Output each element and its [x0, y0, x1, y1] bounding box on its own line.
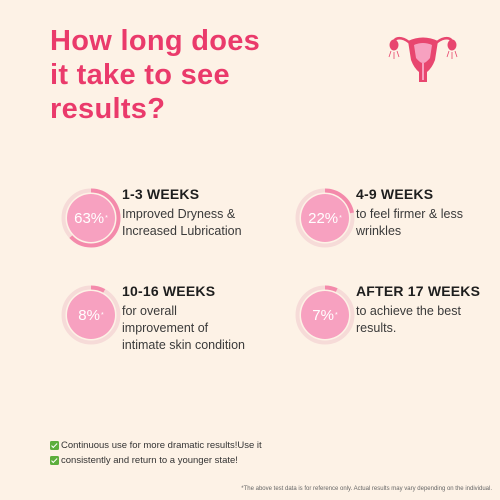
stat-card: 8% * 10-16 WEEKS for overall improvement …	[60, 283, 270, 364]
stat-text: 1-3 WEEKS Improved Dryness & Increased L…	[122, 185, 282, 240]
stat-card: 63% * 1-3 WEEKS Improved Dryness & Increa…	[60, 186, 270, 267]
stat-heading: 1-3 WEEKS	[122, 186, 200, 202]
description-line: results.	[356, 321, 397, 335]
progress-arc	[295, 188, 355, 248]
usage-notes: Continuous use for more dramatic results…	[50, 438, 262, 468]
progress-ring	[295, 188, 355, 248]
note-text: consistently and return to a younger sta…	[61, 455, 238, 466]
page-title: How long does it take to see results?	[50, 24, 350, 126]
percent-value: 7%	[312, 306, 334, 324]
percent-label: 7% *	[294, 284, 356, 346]
note-text: Continuous use for more dramatic results…	[61, 440, 262, 451]
stat-description: to feel firmer & less wrinkles	[356, 206, 500, 240]
disclaimer-footnote: *The above test data is for reference on…	[241, 486, 492, 492]
percent-value: 8%	[78, 306, 100, 324]
asterisk-marker: *	[334, 311, 338, 319]
percent-value: 63%	[74, 209, 105, 227]
stat-text: 4-9 WEEKS to feel firmer & less wrinkles	[356, 185, 500, 240]
uterus-icon	[388, 36, 458, 82]
description-line: to feel firmer & less	[356, 207, 463, 221]
title-line: results?	[50, 93, 166, 125]
asterisk-marker: *	[339, 214, 342, 222]
percent-label: 8% *	[60, 284, 122, 346]
stat-heading: AFTER 17 WEEKS	[356, 283, 481, 299]
description-line: Improved Dryness &	[122, 207, 236, 221]
percent-label: 22% *	[294, 187, 356, 249]
percent-label: 63% *	[60, 187, 122, 249]
progress-arc	[61, 188, 121, 248]
stat-card: 22% * 4-9 WEEKS to feel firmer & less wri…	[294, 185, 500, 267]
progress-arc	[295, 285, 355, 345]
stat-card: 7% * AFTER 17 WEEKS to achieve the best r…	[294, 282, 500, 364]
title-line: it take to see	[50, 59, 230, 91]
title-line: How long does	[50, 25, 261, 57]
stat-text: AFTER 17 WEEKS to achieve the best resul…	[356, 282, 500, 337]
stat-heading: 10-16 WEEKS	[122, 283, 216, 299]
progress-ring	[61, 188, 121, 248]
asterisk-marker: *	[100, 311, 104, 319]
stat-text: 10-16 WEEKS for overall improvement of i…	[122, 282, 282, 354]
stat-description: to achieve the best results.	[356, 303, 500, 337]
stat-heading: 4-9 WEEKS	[356, 186, 434, 202]
progress-ring	[61, 285, 121, 345]
progress-arc	[61, 285, 121, 345]
percent-value: 22%	[308, 209, 339, 227]
description-line: improvement of	[122, 321, 209, 335]
description-line: wrinkles	[356, 224, 402, 238]
stat-description: for overall improvement of intimate skin…	[122, 303, 282, 354]
note-line: Continuous use for more dramatic results…	[50, 438, 262, 453]
progress-ring	[295, 285, 355, 345]
checkmark-icon	[50, 441, 59, 450]
description-line: for overall	[122, 304, 177, 318]
description-line: Increased Lubrication	[122, 224, 242, 238]
checkmark-icon	[50, 456, 59, 465]
note-line: consistently and return to a younger sta…	[50, 453, 262, 468]
description-line: intimate skin condition	[122, 338, 245, 352]
stat-description: Improved Dryness & Increased Lubrication	[122, 206, 282, 240]
asterisk-marker: *	[105, 214, 108, 222]
description-line: to achieve the best	[356, 304, 461, 318]
